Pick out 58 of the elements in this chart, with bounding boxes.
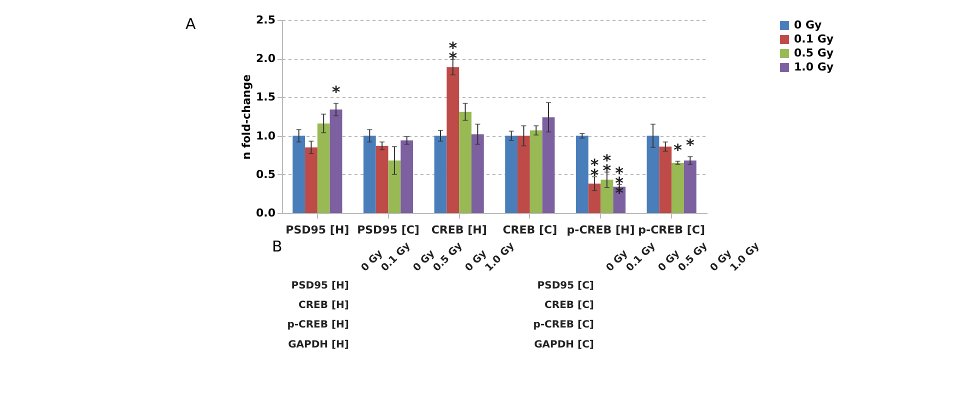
bar — [292, 136, 306, 213]
x-tick-label: p-CREB [H] — [566, 224, 635, 236]
text: p-CREB [H] — [287, 320, 349, 331]
bar — [530, 130, 542, 213]
data-label: * — [674, 140, 683, 160]
bar — [518, 136, 530, 213]
data-label: ** — [448, 38, 458, 68]
text: PSD95 [C] — [537, 280, 594, 292]
bar — [330, 110, 342, 213]
bar — [646, 136, 660, 213]
x-tick-label: p-CREB [C] — [638, 224, 706, 236]
text: PSD95 [H] — [291, 280, 349, 292]
y-tick-label: 1.5 — [256, 90, 276, 104]
bar — [446, 67, 460, 213]
bar — [588, 184, 601, 213]
data-label: * — [332, 82, 341, 102]
bar — [672, 162, 684, 213]
text: CREB [C] — [544, 300, 594, 311]
y-tick-label: 1.0 — [256, 129, 276, 142]
bar — [505, 136, 518, 213]
data-label: ** — [602, 151, 612, 180]
bar — [434, 136, 447, 213]
x-tick-label: PSD95 [C] — [357, 224, 420, 236]
legend-label: 0 Gy — [794, 18, 822, 32]
bar — [363, 136, 376, 213]
x-tick-label: PSD95 [H] — [286, 224, 350, 236]
data-label: * — [686, 136, 695, 155]
text: GAPDH [C] — [534, 339, 594, 350]
x-tick-label: CREB [C] — [502, 224, 558, 236]
text: B — [272, 238, 282, 256]
text: p-CREB [C] — [533, 320, 594, 331]
bar — [600, 180, 614, 213]
bar — [471, 134, 484, 213]
y-tick-label: 2.5 — [256, 14, 276, 26]
bar — [459, 112, 472, 213]
chart-title: A — [186, 15, 197, 33]
bar — [684, 160, 696, 213]
text: CREB [H] — [298, 300, 349, 311]
bar — [542, 117, 555, 213]
bar — [400, 140, 414, 213]
y-tick-label: 2.0 — [256, 52, 276, 66]
bar — [317, 123, 330, 213]
x-tick-label: CREB [H] — [431, 224, 487, 236]
data-label: ** — [590, 156, 600, 185]
legend-label: 0.5 Gy — [794, 46, 834, 60]
bar — [305, 147, 318, 213]
data-label: *** — [615, 163, 624, 202]
bar — [576, 136, 588, 213]
legend-label: 0.1 Gy — [794, 32, 834, 46]
bar — [613, 186, 626, 213]
bar — [388, 160, 401, 213]
y-tick-label: 0.5 — [256, 168, 276, 181]
y-tick-label: 0.0 — [256, 206, 276, 220]
legend-label: 1.0 Gy — [794, 60, 834, 74]
text: GAPDH [H] — [288, 339, 349, 350]
bar — [659, 146, 672, 213]
bar — [376, 146, 388, 213]
y-axis-title: n fold-change — [240, 74, 254, 160]
